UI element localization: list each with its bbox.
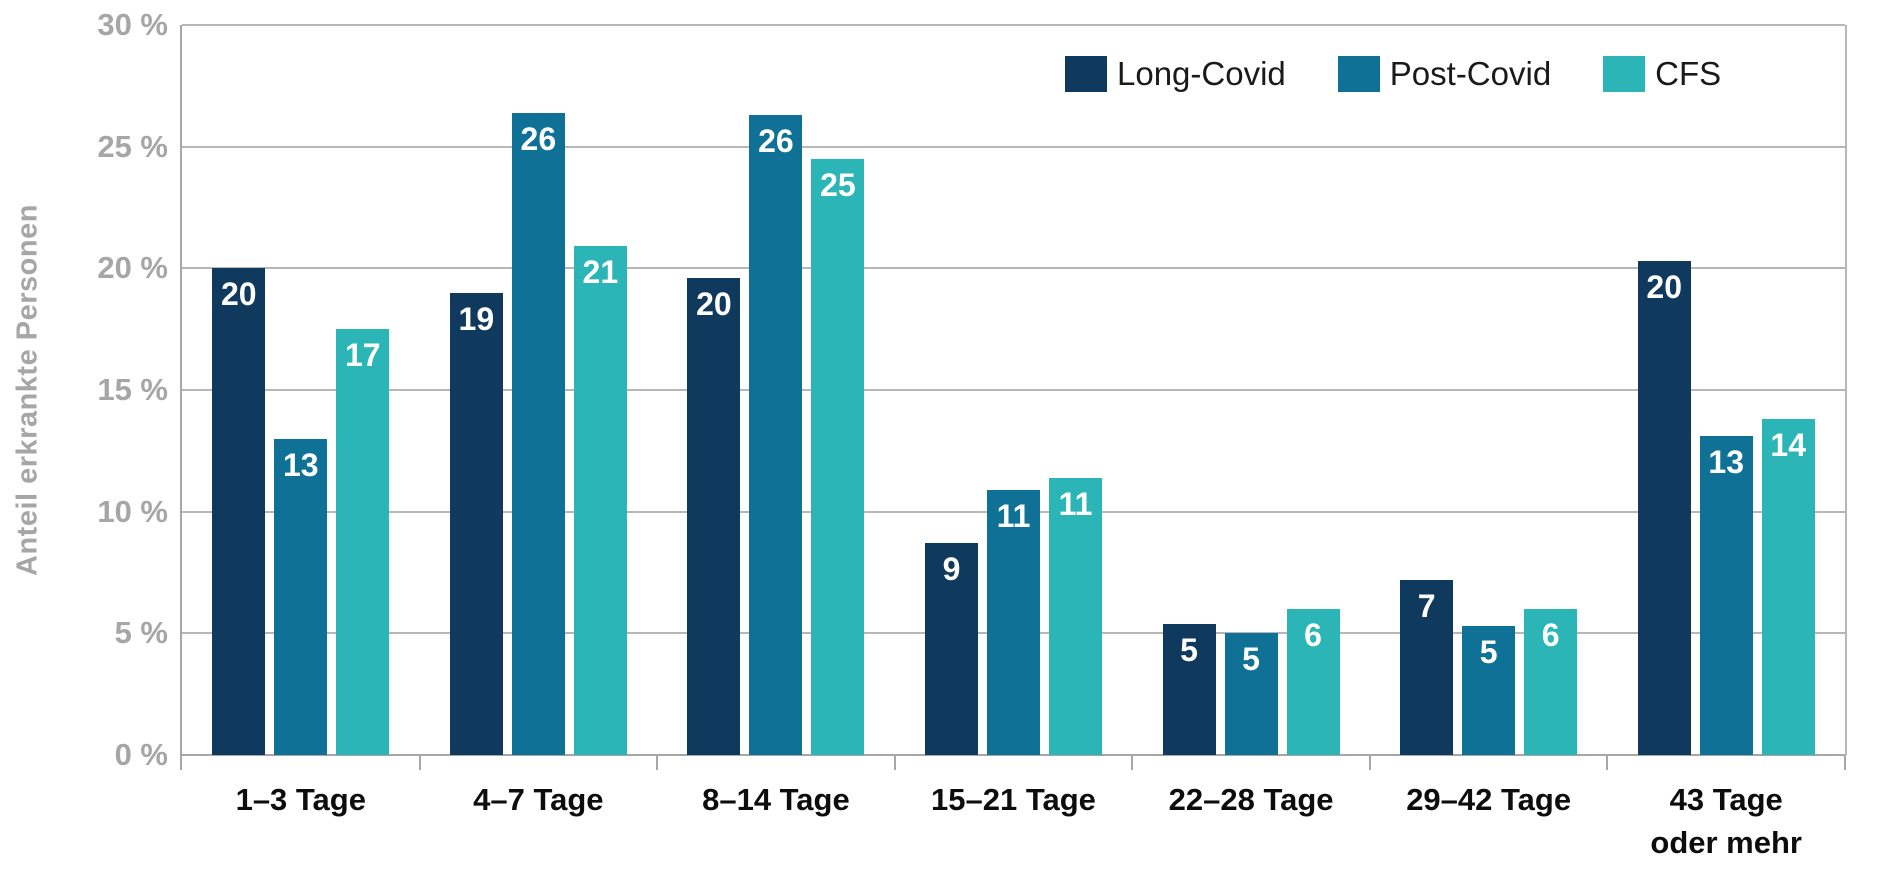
y-axis-line: [180, 25, 182, 770]
bar-group: 20 13 17: [182, 25, 420, 755]
y-tick-label: 30 %: [97, 7, 168, 42]
plot-right-border: [1845, 25, 1847, 755]
legend-label: Long-Covid: [1117, 55, 1286, 92]
bar-value-label: 20: [1646, 269, 1682, 306]
bar-post-covid: 26: [749, 115, 803, 755]
legend-label: CFS: [1655, 55, 1722, 92]
x-category-label: 43 Tage oder mehr: [1650, 782, 1802, 861]
x-category-label: 4–7 Tage: [473, 782, 604, 817]
bar-value-label: 14: [1770, 427, 1806, 464]
legend-swatch-icon: [1337, 56, 1380, 92]
bar-long-covid: 20: [212, 268, 266, 755]
bar-value-label: 20: [696, 286, 732, 323]
y-tick-label: 25 %: [97, 128, 168, 164]
bar-post-covid: 5: [1462, 626, 1516, 755]
bar-value-label: 25: [820, 166, 856, 203]
bar-value-label: 13: [1708, 444, 1744, 481]
gridline: [182, 145, 1845, 148]
legend-label: Post-Covid: [1389, 55, 1552, 92]
x-category-label: 15–21 Tage: [931, 782, 1096, 817]
bar-value-label: 5: [1180, 631, 1198, 668]
bar-value-label: 17: [344, 337, 381, 374]
legend: Long-Covid Post-Covid CFS: [1065, 55, 1721, 93]
bar-group: 9 11 11: [895, 25, 1133, 755]
bar-post-covid: 5: [1224, 633, 1278, 755]
bar-group: 20 26 25: [657, 25, 895, 755]
gridline: [182, 24, 1845, 26]
x-axis-tick: [418, 755, 421, 770]
x-category-label: 22–28 Tage: [1168, 782, 1334, 817]
legend-item: CFS: [1603, 55, 1721, 93]
bar-value-label: 26: [758, 123, 794, 160]
bar-group: 5 5 6: [1132, 25, 1370, 755]
bar-value-label: 5: [1479, 634, 1498, 671]
bar-value-label: 21: [582, 254, 619, 291]
bar-long-covid: 9: [924, 543, 978, 755]
bar-value-label: 19: [458, 300, 495, 337]
x-axis-tick: [1844, 755, 1846, 770]
x-axis-tick: [1131, 755, 1134, 770]
bar-long-covid: 20: [1637, 261, 1691, 755]
y-tick-label: 20 %: [97, 250, 168, 286]
bar-value-label: 11: [1058, 485, 1093, 522]
x-axis-tick: [1368, 755, 1371, 770]
bar-long-covid: 5: [1162, 623, 1216, 755]
bar-post-covid: 26: [511, 112, 565, 755]
legend-item: Long-Covid: [1065, 55, 1286, 93]
bar-group: 7 5 6: [1370, 25, 1608, 755]
bar-value-label: 13: [282, 446, 319, 483]
bar-value-label: 5: [1242, 641, 1260, 678]
bar-value-label: 6: [1541, 617, 1560, 653]
bar-value-label: 11: [996, 497, 1031, 534]
x-axis-tick: [1606, 755, 1609, 770]
bar-value-label: 20: [220, 276, 257, 313]
y-tick-label: 0 %: [114, 737, 168, 772]
bar-long-covid: 19: [449, 292, 503, 755]
gridline: [182, 267, 1845, 270]
bar-cfs: 21: [573, 246, 627, 755]
x-category-label: 1–3 Tage: [235, 782, 366, 817]
x-category-label: 29–42 Tage: [1406, 782, 1572, 817]
bar-cfs: 6: [1286, 609, 1340, 755]
bar-post-covid: 11: [986, 489, 1040, 755]
x-axis-tick: [893, 755, 896, 770]
y-tick-label: 5 %: [114, 615, 168, 651]
bar-value-label: 26: [520, 120, 557, 157]
bar-long-covid: 20: [687, 278, 741, 755]
x-axis-line: [180, 754, 1845, 756]
bar-long-covid: 7: [1400, 579, 1454, 755]
bar-cfs: 17: [336, 329, 390, 755]
legend-item: Post-Covid: [1337, 55, 1552, 93]
bar-cfs: 6: [1524, 609, 1578, 755]
y-tick-label: 10 %: [97, 493, 168, 529]
bar-cfs: 14: [1761, 419, 1815, 755]
bar-cfs: 11: [1048, 477, 1102, 755]
x-axis-tick: [656, 755, 659, 770]
bar-group: 19 26 21: [420, 25, 658, 755]
x-category-label: 8–14 Tage: [702, 782, 850, 817]
bar-post-covid: 13: [1699, 436, 1753, 755]
y-tick-label: 15 %: [97, 372, 168, 407]
legend-swatch-icon: [1065, 56, 1107, 92]
bar-value-label: 7: [1417, 587, 1436, 624]
legend-swatch-icon: [1603, 56, 1646, 92]
bar-post-covid: 13: [274, 438, 328, 755]
gridline: [182, 389, 1845, 391]
bar-cfs: 25: [811, 158, 865, 755]
bar-group: 20 13 14: [1607, 25, 1845, 755]
bar-value-label: 6: [1304, 617, 1322, 653]
bar-value-label: 9: [942, 551, 961, 588]
